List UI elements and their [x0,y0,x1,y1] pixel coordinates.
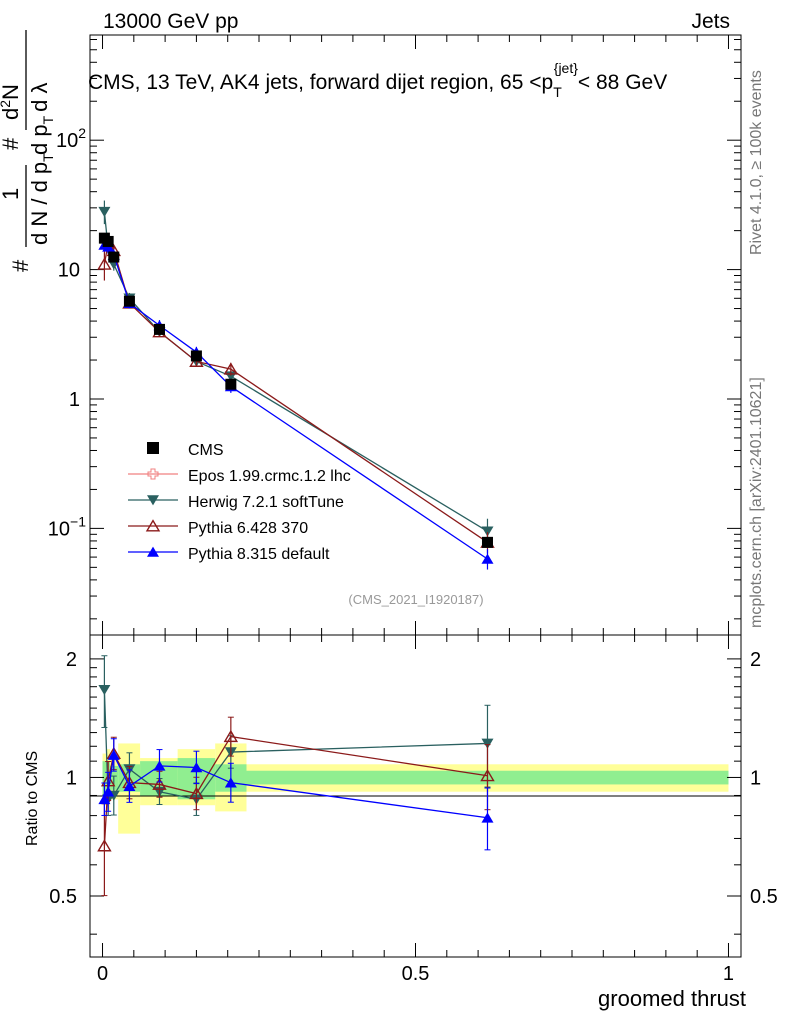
upper-pad-frame [89,34,742,636]
marker-triangle-up [190,762,203,773]
marker-triangle-up-open [97,257,112,270]
ylabel-hash2: # [0,137,23,150]
marker-triangle-up-open [97,839,112,852]
marker-square [102,235,114,247]
marker-triangle-up [481,812,494,823]
ratio-y-label: Ratio to CMS [24,751,41,846]
marker-triangle-up [102,786,115,797]
marker-triangle-up [98,793,111,805]
marker-triangle-up-open [223,362,239,375]
marker-triangle-up [123,780,136,792]
plot-title: CMS, 13 TeV, AK4 jets, forward dijet reg… [88,60,667,100]
marker-triangle-up-open [145,519,161,532]
mcplots-label: mcplots.cern.ch [arXiv:2401.10621] [748,377,765,628]
axis-ticks: 10−1 1 10 102 0.5 0.5 1 1 2 2 0 0.5 1 [48,35,778,985]
marker-square [108,251,120,263]
legend-label: CMS [188,442,224,459]
x-tick-label: 1 [723,963,734,985]
marker-triangle-up [481,553,494,564]
marker-triangle-up [147,546,159,557]
x-tick-label: 0 [97,963,108,985]
marker-square [190,350,202,362]
x-tick-label: 0.5 [402,963,430,985]
marker-triangle-up-open [480,768,495,782]
y-axis-label: # 1 d N / d pT # d2N d pTd λ [0,30,56,272]
x-axis-label: groomed thrust [598,986,746,1011]
ratio-band-inner [102,761,107,796]
ylabel-hash1: # [8,259,33,272]
marker-triangle-up [153,760,166,771]
y-tick-label: 1 [69,389,80,411]
marker-square [481,536,493,548]
legend-label: Pythia 8.315 default [188,546,330,563]
legend-label: Pythia 6.428 370 [188,520,308,537]
ratio-tick-label: 2 [66,649,77,671]
header-energy: 13000 GeV pp [103,10,238,33]
marker-square [147,442,159,454]
marker-triangle-down [481,526,494,537]
marker-triangle-down [147,495,159,506]
marker-triangle-up [107,749,120,760]
marker-triangle-down [98,206,111,218]
y-tick-label: 10 [58,260,80,282]
series-layer [97,200,495,897]
legend: CMS Epos 1.99.crmc.1.2 lhc Herwig 7.2.1 so… [128,442,351,563]
marker-triangle-up-open [152,777,167,790]
analysis-label: (CMS_2021_I1920187) [348,592,483,607]
ylabel-one: 1 [0,188,23,200]
series-line [104,244,488,560]
ratio-line [103,752,488,819]
header-jets: Jets [691,10,730,33]
marker-triangle-down [98,684,111,696]
y-tick-label: 10−1 [48,513,86,540]
ylabel-denominator: d N / d pT [27,153,56,245]
legend-label: Epos 1.99.crmc.1.2 lhc [188,468,351,485]
marker-square [123,295,135,307]
y-tick-label: 102 [56,125,86,152]
marker-square [225,378,237,390]
legend-label: Herwig 7.2.1 softTune [188,494,344,511]
ratio-tick-label-right: 1 [750,767,761,789]
ratio-tick-label: 0.5 [49,886,77,908]
marker-cross [147,468,159,480]
ratio-tick-label-right: 2 [750,649,761,671]
marker-triangle-up-open [223,729,239,743]
marker-square [153,323,165,335]
marker-triangle-down [481,738,494,749]
ylabel-numerator: d2N [0,84,23,120]
ylabel-lower: d pTd λ [27,82,56,155]
rivet-label: Rivet 4.1.0, ≥ 100k events [748,70,765,255]
ratio-tick-label-right: 0.5 [750,886,778,908]
ratio-tick-label: 1 [66,767,77,789]
marker-triangle-up-open [189,786,204,800]
marker-triangle-up [224,777,237,788]
